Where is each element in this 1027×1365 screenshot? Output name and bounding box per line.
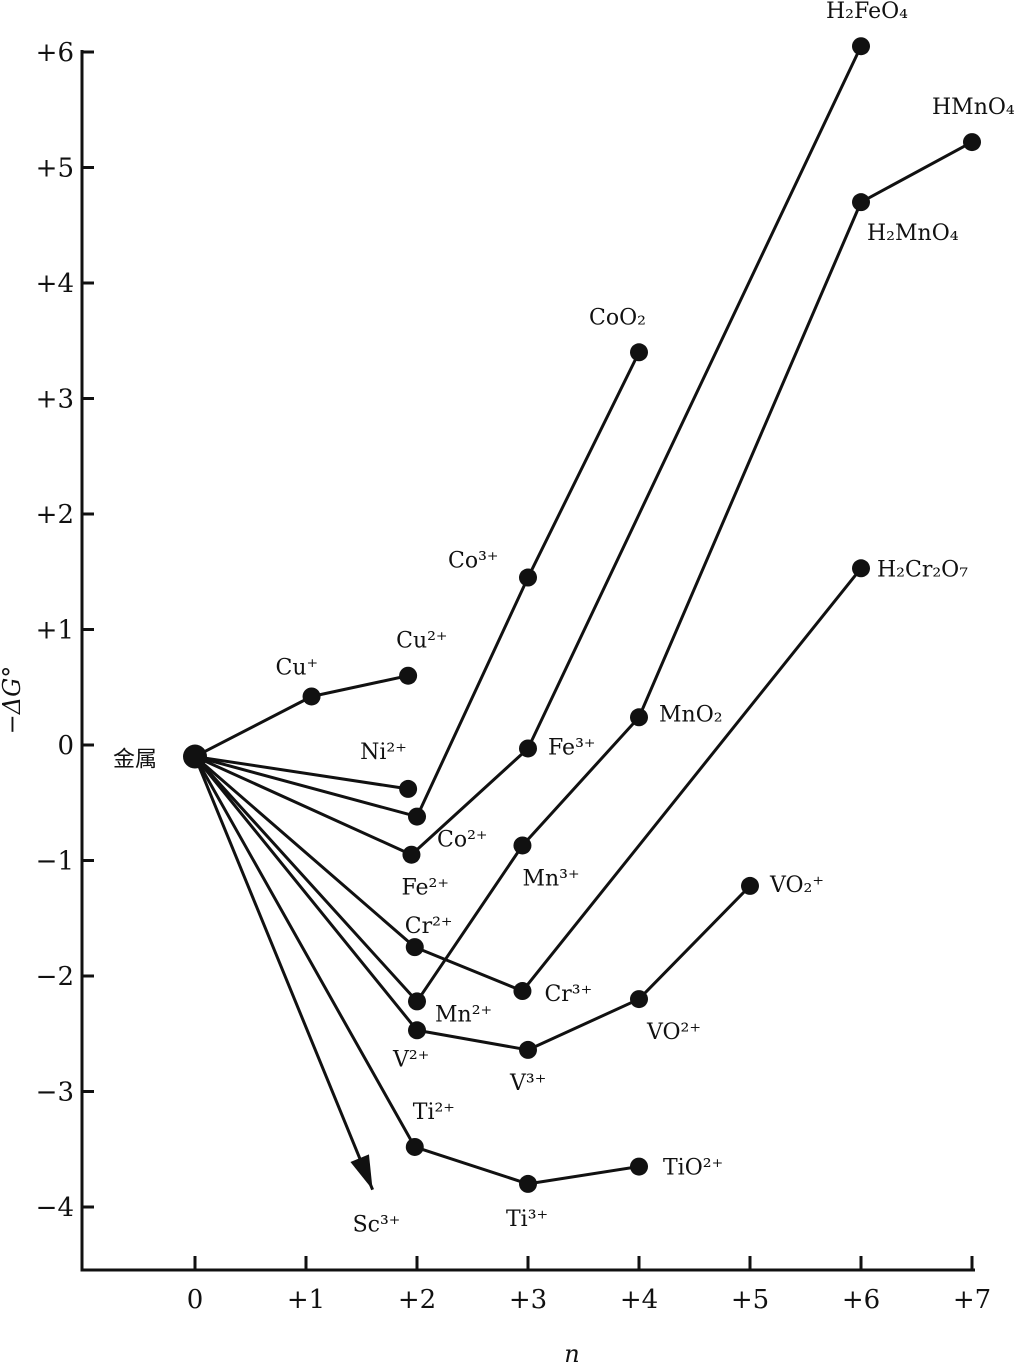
point-label: V³⁺ (509, 1071, 546, 1096)
y-tick-label: −4 (36, 1193, 74, 1223)
point-label: H₂MnO₄ (867, 221, 959, 246)
point-label: H₂FeO₄ (826, 0, 908, 24)
y-tick-label: 0 (57, 731, 74, 761)
data-point (302, 687, 321, 706)
data-point (630, 990, 648, 1009)
data-point (399, 666, 418, 685)
data-point (408, 1021, 426, 1040)
series-line (194, 45, 863, 857)
point-label: Co²⁺ (437, 828, 488, 853)
x-tick-label: +5 (731, 1285, 769, 1315)
x-tick-label: +6 (842, 1285, 880, 1315)
point-label: Fe²⁺ (401, 876, 449, 901)
series-lines (193, 45, 973, 1191)
series-line (193, 140, 973, 1003)
point-label: Mn²⁺ (435, 1002, 492, 1027)
data-point (852, 37, 870, 56)
point-label: Mn³⁺ (522, 866, 579, 891)
point-label: Ni²⁺ (360, 740, 407, 765)
axis-lines (80, 50, 975, 1272)
point-label: Cu⁺ (276, 655, 319, 680)
data-point (408, 992, 426, 1011)
point-label: Cr²⁺ (405, 914, 453, 939)
data-point (405, 938, 424, 957)
data-point (519, 739, 537, 758)
axes: +6 +5 +4 +3 +2 +1 0 −1 −2 −3 −4 0 +1 +2 +3 +4 +5 +6 +7 −ΔG°… (0, 38, 991, 1365)
point-label: Fe³⁺ (548, 735, 596, 760)
point-label: VO₂⁺ (769, 873, 824, 898)
data-point (852, 193, 870, 212)
x-tick-label: +2 (398, 1285, 436, 1315)
origin-point (183, 744, 207, 769)
data-point (852, 559, 870, 578)
series-line (193, 755, 640, 1186)
sc-label: Sc³⁺ (353, 1213, 401, 1238)
x-tick-label: +4 (620, 1285, 658, 1315)
x-tick-label: +1 (287, 1285, 325, 1315)
x-tick-label: 0 (187, 1285, 204, 1315)
y-tick-label: −1 (36, 847, 74, 877)
data-point (741, 876, 759, 895)
series-line (194, 351, 641, 819)
point-label: TiO²⁺ (663, 1156, 723, 1181)
data-point (519, 1174, 537, 1193)
point-label: H₂Cr₂O₇ (877, 557, 968, 582)
data-points (183, 37, 981, 1193)
series-line (194, 567, 863, 993)
y-tick-label: −2 (36, 962, 74, 992)
origin-label: 金属 (113, 748, 157, 773)
data-point (963, 133, 981, 152)
point-label: MnO₂ (659, 702, 723, 727)
x-tick-label: +7 (953, 1285, 991, 1315)
data-point (630, 343, 648, 362)
point-label: Co³⁺ (448, 549, 499, 574)
point-labels: Cu⁺ Cu²⁺ Ni²⁺ Co²⁺ Co³⁺ CoO₂ Fe²⁺ Fe³⁺ H₂FeO₄ Mn²… (113, 0, 1015, 1238)
y-tick-label: +4 (36, 269, 74, 299)
point-label: VO²⁺ (646, 1020, 701, 1045)
data-point (519, 1040, 537, 1059)
data-point (513, 982, 532, 1001)
point-label: Cr³⁺ (544, 982, 592, 1007)
y-tick-label: +6 (36, 38, 74, 68)
data-point (630, 708, 648, 727)
point-label: CoO₂ (589, 305, 646, 330)
x-axis-label: n (564, 1340, 579, 1365)
data-point (402, 845, 421, 864)
data-point (630, 1157, 648, 1176)
data-point (513, 836, 532, 855)
y-tick-label: +3 (36, 385, 74, 415)
point-label: HMnO₄ (932, 95, 1015, 120)
y-tick-label: +1 (36, 616, 74, 646)
sc-arrow-line (193, 755, 374, 1191)
point-label: Ti²⁺ (413, 1100, 455, 1125)
data-point (408, 807, 426, 826)
data-point (399, 779, 418, 798)
point-label: V²⁺ (392, 1047, 429, 1072)
data-point (519, 568, 537, 587)
y-axis-label: −ΔG° (0, 666, 26, 735)
point-label: Cu²⁺ (396, 629, 447, 654)
y-tick-label: +2 (36, 500, 74, 530)
data-point (405, 1137, 424, 1156)
y-tick-label: +5 (36, 154, 74, 184)
y-tick-label: −3 (36, 1078, 74, 1108)
sc-arrow-head (350, 1154, 373, 1190)
series-line (194, 755, 409, 791)
point-label: Ti³⁺ (506, 1207, 548, 1232)
x-tick-label: +3 (509, 1285, 547, 1315)
